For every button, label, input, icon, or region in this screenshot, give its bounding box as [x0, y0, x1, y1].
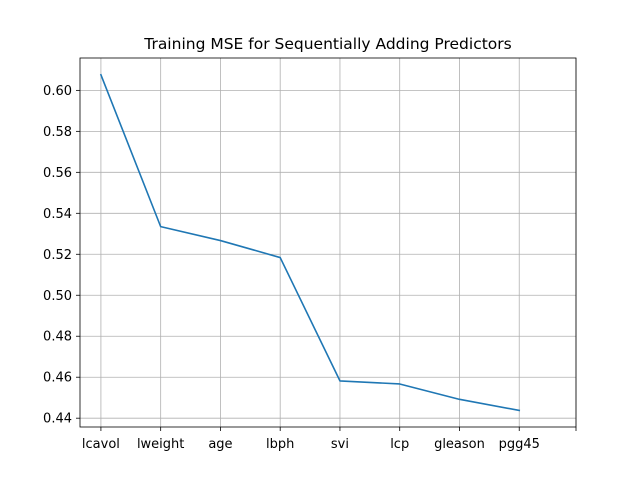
series-layer — [99, 73, 521, 412]
chart-title: Training MSE for Sequentially Adding Pre… — [143, 35, 511, 53]
y-tick-label: 0.52 — [43, 248, 72, 263]
x-tick-label: lbph — [266, 437, 294, 452]
x-tick-label: lcp — [390, 437, 409, 452]
series-line — [99, 73, 521, 412]
y-tick-label: 0.54 — [43, 207, 72, 222]
grid-lines — [80, 58, 577, 427]
y-tick-label: 0.60 — [43, 84, 72, 99]
y-tick-label: 0.48 — [43, 330, 72, 345]
y-tick-label: 0.44 — [43, 412, 72, 427]
x-tick-label: lcavol — [82, 437, 120, 452]
y-tick-label: 0.50 — [43, 289, 72, 304]
plot-area-frame — [79, 57, 577, 428]
x-tick-label: svi — [331, 437, 349, 452]
axis-ticks: lcavol lweight age lbph svi lcp gleason pgg45 0.… — [43, 84, 577, 452]
y-tick-label: 0.56 — [43, 166, 72, 181]
x-tick-label: lweight — [137, 437, 184, 452]
x-tick-label: age — [208, 437, 232, 452]
y-tick-label: 0.46 — [43, 371, 72, 386]
y-tick-label: 0.58 — [43, 125, 72, 140]
x-tick-label: gleason — [434, 437, 485, 452]
x-tick-label: pgg45 — [499, 437, 540, 452]
